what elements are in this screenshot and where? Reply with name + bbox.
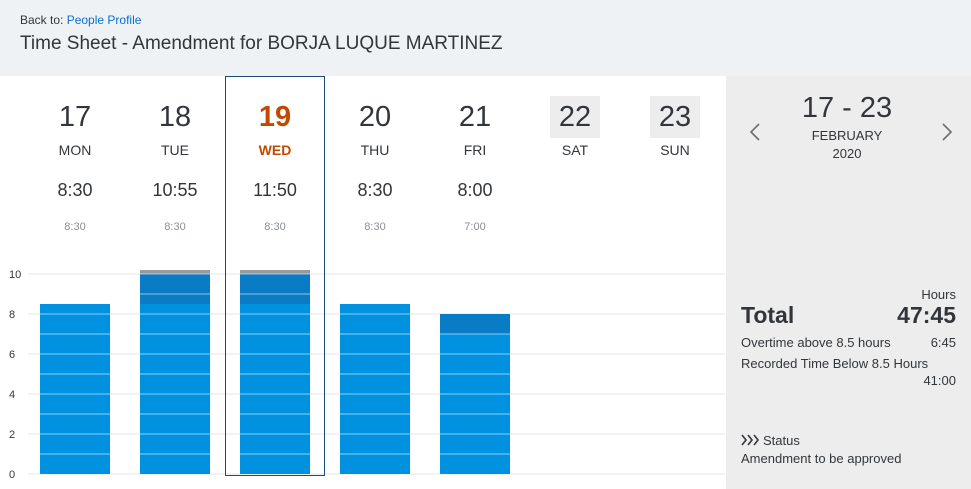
week-range: 17 - 23 — [801, 92, 893, 124]
day-name: SAT — [561, 142, 589, 158]
recorded-label: Recorded Time Below 8.5 Hours — [741, 356, 929, 371]
day-recorded-hours: 10:55 — [152, 180, 198, 200]
hours-column-label: Hours — [921, 287, 956, 302]
bar-segment-tue[interactable] — [140, 304, 210, 474]
total-label: Total — [741, 302, 795, 328]
day-number: 17 — [58, 101, 92, 133]
y-tick-label: 2 — [9, 429, 15, 441]
day-name: FRI — [463, 142, 487, 158]
total-value: 47:45 — [897, 302, 956, 328]
day-column-fri[interactable]: 21 FRI 8:00 7:00 — [425, 76, 525, 476]
bar-segment-fri[interactable] — [440, 314, 510, 334]
day-name: MON — [58, 142, 92, 158]
day-recorded-hours: 11:50 — [253, 180, 297, 200]
y-tick-label: 6 — [9, 349, 15, 361]
breadcrumb: Back to: People Profile — [20, 13, 141, 27]
day-planned-hours: 7:00 — [464, 221, 486, 233]
day-column-wed[interactable]: 19 WED 11:50 8:30 — [225, 76, 325, 476]
y-tick-label: 10 — [9, 269, 21, 281]
overtime-label: Overtime above 8.5 hours — [741, 335, 891, 350]
bar-segment-wed[interactable] — [240, 304, 310, 474]
chevron-left-icon[interactable] — [744, 116, 768, 148]
day-recorded-hours: 8:30 — [57, 180, 93, 200]
chevrons-right-icon — [741, 434, 760, 446]
day-column-sat[interactable]: 22 SAT — [525, 76, 625, 476]
day-name: THU — [360, 142, 390, 158]
page-header: Back to: People Profile Time Sheet - Ame… — [0, 0, 971, 76]
week-summary-panel: 17 - 23 FEBRUARY 2020 Hours Total 47:45 … — [726, 76, 971, 489]
day-planned-hours: 8:30 — [264, 221, 286, 233]
bar-segment-tue[interactable] — [140, 274, 210, 304]
y-tick-label: 0 — [9, 469, 15, 481]
week-year: 2020 — [832, 146, 862, 161]
day-number: 19 — [258, 101, 292, 133]
status-value: Amendment to be approved — [741, 451, 902, 466]
day-name: SUN — [660, 142, 690, 158]
week-month: FEBRUARY — [811, 128, 883, 143]
day-number: 18 — [158, 101, 192, 133]
y-tick-label: 4 — [9, 389, 15, 401]
back-link-people-profile[interactable]: People Profile — [66, 13, 142, 27]
page-title: Time Sheet - Amendment for BORJA LUQUE M… — [20, 33, 503, 54]
chevron-right-icon[interactable] — [934, 116, 958, 148]
day-planned-hours: 8:30 — [164, 221, 186, 233]
bar-segment-thu[interactable] — [340, 304, 410, 474]
day-name: TUE — [161, 142, 189, 158]
day-number: 23 — [650, 96, 700, 138]
day-name: WED — [258, 142, 292, 158]
recorded-value: 41:00 — [923, 373, 956, 388]
day-number: 22 — [550, 96, 600, 138]
bar-segment-fri[interactable] — [440, 334, 510, 474]
day-column-mon[interactable]: 17 MON 8:30 8:30 — [25, 76, 125, 476]
day-number: 21 — [458, 101, 492, 133]
day-planned-hours: 8:30 — [64, 221, 86, 233]
overtime-value: 6:45 — [930, 335, 956, 350]
status-label: Status — [763, 433, 800, 448]
bar-segment-tue[interactable] — [140, 270, 210, 274]
day-planned-hours: 8:30 — [364, 221, 386, 233]
back-prefix: Back to: — [20, 13, 64, 27]
day-column-sun[interactable]: 23 SUN — [625, 76, 725, 476]
bar-segment-mon[interactable] — [40, 304, 110, 474]
day-column-tue[interactable]: 18 TUE 10:55 8:30 — [125, 76, 225, 476]
hours-chart: 0 2 4 6 8 10 — [9, 269, 725, 481]
bar-segment-wed[interactable] — [240, 274, 310, 304]
day-recorded-hours: 8:00 — [457, 180, 493, 200]
day-column-thu[interactable]: 20 THU 8:30 8:30 — [325, 76, 425, 476]
day-recorded-hours: 8:30 — [357, 180, 393, 200]
bar-segment-wed[interactable] — [240, 270, 310, 274]
y-tick-label: 8 — [9, 309, 15, 321]
week-view: 0 2 4 6 8 10 17 MON 8:30 8:30 18 TUE 10:55 8:… — [0, 76, 725, 489]
day-number: 20 — [358, 101, 392, 133]
